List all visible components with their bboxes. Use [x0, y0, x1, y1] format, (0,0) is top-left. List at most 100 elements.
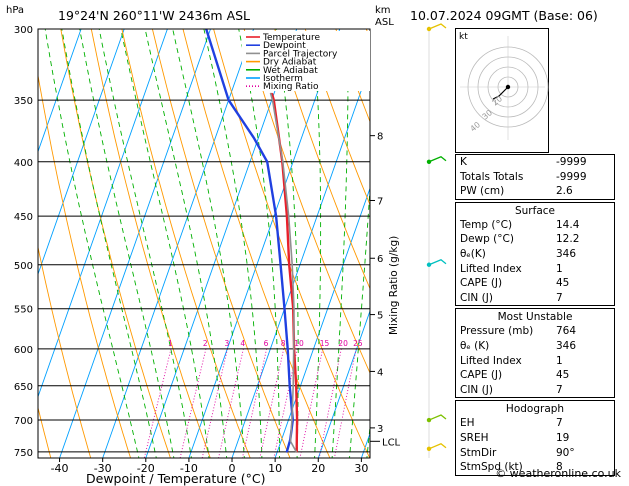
mixing-ratio-label: 3: [225, 339, 230, 348]
asl-label: ASL: [375, 17, 394, 28]
series-point: [292, 385, 295, 387]
series-point: [286, 215, 288, 217]
temp-tick-label: -10: [180, 462, 198, 475]
mixing-ratio-line: [143, 348, 172, 458]
series-point: [253, 137, 255, 139]
datetime-title: 10.07.2024 09GMT (Base: 06): [410, 8, 598, 23]
legend-label: Parcel Trajectory: [263, 49, 338, 59]
km-tick-label: 6: [377, 254, 383, 265]
index-value: 7: [556, 383, 563, 396]
lcl-label: LCL: [382, 437, 401, 448]
index-label: Temp (°C): [460, 218, 513, 231]
index-label: PW (cm): [460, 185, 505, 198]
index-row: K -9999: [456, 155, 614, 170]
mixing-ratio-label: 8: [281, 339, 286, 348]
wet-adiabat-line: [120, 29, 210, 458]
series-point: [273, 99, 275, 101]
index-row: SREH 19: [456, 431, 614, 446]
index-label: CAPE (J): [460, 369, 503, 382]
index-label: StmSpd (kt): [460, 461, 523, 474]
series-point: [295, 451, 298, 453]
mixing-ratio-line: [241, 348, 268, 458]
index-value: 7: [556, 291, 563, 304]
mixing-ratio-label: 1: [168, 339, 173, 348]
index-row: EH 7: [456, 416, 614, 431]
dry-adiabat-line: [38, 406, 52, 458]
legend-background: [242, 31, 370, 91]
dry-adiabat-line: [60, 29, 171, 458]
mixing-ratio-line: [318, 348, 342, 458]
index-row: Lifted Index 1: [456, 262, 614, 277]
index-value: -9999: [556, 170, 587, 183]
index-row: Totals Totals -9999: [456, 170, 614, 185]
wind-barb: [428, 156, 447, 163]
indices-panel: K -9999 Totals Totals -9999 PW (cm) 2.6 Sur…: [455, 154, 615, 478]
wind-barb: [428, 414, 447, 421]
pressure-tick-label: 750: [14, 448, 33, 459]
mixing-ratio-line: [218, 348, 244, 458]
isotherm-line: [38, 29, 168, 398]
series-point: [266, 161, 269, 163]
copyright-footer: © weatheronline.co.uk: [495, 467, 621, 480]
pressure-tick-label: 450: [14, 212, 33, 223]
mixing-ratio-axis-label: Mixing Ratio (g/kg): [388, 236, 400, 335]
pressure-tick-label: 700: [14, 416, 33, 427]
mixing-ratio-label: 2: [203, 339, 208, 348]
index-value: 8: [556, 461, 563, 474]
series-point: [292, 348, 295, 350]
index-value: 14.4: [556, 218, 580, 231]
dry-adiabat-line: [304, 29, 370, 207]
index-label: θₑ(K): [460, 247, 486, 260]
index-label: CIN (J): [460, 383, 493, 396]
index-label: EH: [460, 417, 475, 430]
index-value: 12.2: [556, 233, 580, 246]
temp-tick-label: -20: [137, 462, 155, 475]
pressure-tick-label: 300: [14, 25, 33, 36]
dry-adiabat-line: [38, 245, 92, 458]
index-row: Dewp (°C) 12.2: [456, 232, 614, 247]
index-row: StmSpd (kt) 8: [456, 460, 614, 475]
wet-adiabat-line: [172, 29, 245, 458]
series-line-dewpoint: [205, 29, 295, 453]
series-line-parcel-trajectory: [269, 93, 298, 453]
wet-adiabat-line: [144, 29, 228, 458]
hodograph-index-box: Hodograph EH 7 SREH 19 StmDir 90° StmSpd (k…: [455, 400, 615, 476]
mixing-ratio-line: [259, 348, 285, 458]
series-point: [283, 307, 286, 310]
temp-tick-label: 30: [354, 462, 368, 475]
series-point: [288, 264, 291, 266]
surface-box: Surface Temp (°C) 14.4 Dewp (°C) 12.2 θₑ(K…: [455, 201, 615, 307]
temp-tick-label: 0: [229, 462, 236, 475]
index-value: 90°: [556, 446, 575, 459]
index-label: Lifted Index: [460, 354, 522, 367]
index-value: 19: [556, 431, 570, 444]
series-point: [295, 385, 298, 387]
pressure-tick-label: 650: [14, 382, 33, 393]
wet-adiabat-line: [366, 421, 370, 458]
hodograph: kt 20 30 40: [455, 28, 549, 153]
wet-adiabat-line: [203, 29, 263, 458]
index-row: θₑ(K) 346: [456, 247, 614, 262]
index-row: CAPE (J) 45: [456, 276, 614, 291]
wet-adiabat-line: [98, 29, 192, 458]
dry-adiabat-line: [213, 29, 370, 458]
mixing-ratio-label: 20: [338, 339, 348, 348]
pressure-tick-label: 350: [14, 96, 33, 107]
mixing-ratio-line: [201, 348, 228, 458]
mixing-ratio-label: 6: [264, 339, 269, 348]
legend-label: Dewpoint: [263, 41, 306, 51]
isotherm-line: [274, 187, 370, 458]
km-tick-label: 7: [377, 196, 383, 207]
index-label: Lifted Index: [460, 262, 522, 275]
pressure-tick-label: 500: [14, 261, 33, 272]
dry-adiabat-line: [182, 29, 331, 458]
series-point: [271, 99, 274, 101]
isotherm-line: [231, 64, 370, 458]
index-value: 1: [556, 354, 563, 367]
legend-label: Wet Adiabat: [263, 66, 318, 76]
series-point: [275, 215, 277, 217]
legend-label: Isotherm: [263, 74, 303, 84]
isotherm-line: [38, 29, 125, 276]
